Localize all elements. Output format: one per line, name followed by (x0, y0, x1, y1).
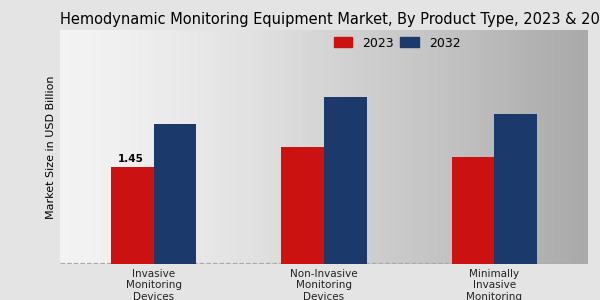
Text: 1.45: 1.45 (118, 154, 143, 164)
Bar (452, 157, 494, 264)
Bar (281, 147, 324, 264)
Bar (111, 167, 154, 264)
Y-axis label: Market Size in USD Billion: Market Size in USD Billion (46, 75, 56, 219)
Legend: 2023, 2032: 2023, 2032 (329, 32, 466, 55)
Bar (324, 97, 367, 264)
Bar (154, 124, 196, 264)
Bar (494, 114, 537, 264)
Text: Hemodynamic Monitoring Equipment Market, By Product Type, 2023 & 2032: Hemodynamic Monitoring Equipment Market,… (60, 12, 600, 27)
